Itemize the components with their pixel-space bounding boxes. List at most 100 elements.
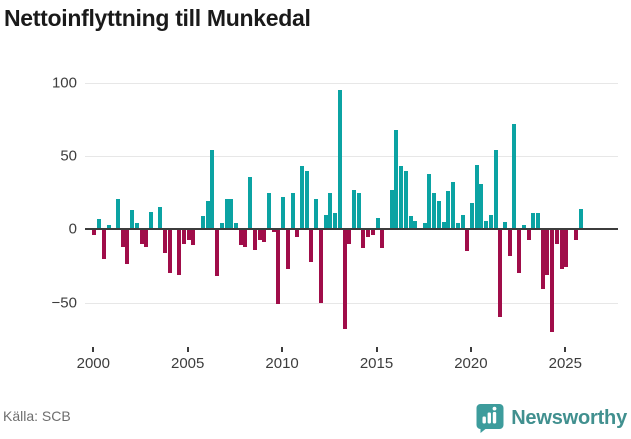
bar-2025-q4: [578, 208, 583, 230]
bar-2015-q1: [375, 217, 380, 230]
bar-2014-q4: [370, 229, 375, 236]
bar-2002-q1: [130, 210, 135, 230]
bar-2017-q3: [422, 223, 427, 230]
bar-2024-q4: [559, 229, 564, 269]
bar-2014-q1: [356, 192, 361, 230]
bar-2011-q3: [309, 229, 314, 262]
bar-2005-q2: [191, 229, 196, 246]
bar-2019-q2: [455, 223, 460, 230]
x-axis-label-2000: 2000: [76, 355, 110, 372]
bar-2004-q1: [167, 229, 172, 274]
y-axis-label-50: 50: [60, 147, 77, 165]
bar-2015-q4: [389, 189, 394, 230]
bar-2000-q4: [106, 224, 111, 230]
newsworthy-logo: Newsworthy: [476, 403, 627, 433]
bar-2008-q4: [257, 229, 262, 240]
bar-2019-q1: [451, 182, 455, 230]
gridline-y100: [85, 82, 618, 84]
bar-2007-q3: [233, 223, 238, 230]
y-axis-label-0: 0: [68, 220, 77, 238]
bar-2024-q3: [554, 229, 559, 244]
bar-2004-q3: [177, 229, 182, 275]
bar-2005-q4: [200, 216, 205, 230]
bar-2002-q3: [139, 229, 144, 244]
bar-2007-q2: [229, 198, 234, 230]
bar-2020-q2: [474, 164, 479, 230]
bar-2017-q4: [427, 173, 432, 230]
bar-2012-q4: [333, 213, 337, 230]
gridline-y50: [85, 155, 618, 157]
bar-2018-q1: [432, 192, 437, 230]
bar-2015-q2: [380, 229, 385, 249]
x-axis-tick-2025: [564, 347, 567, 352]
bar-2018-q3: [441, 222, 446, 230]
bar-2011-q2: [304, 170, 309, 230]
bar-2022-q4: [521, 224, 526, 230]
zero-axis-line: [85, 228, 618, 231]
bar-2009-q3: [271, 229, 276, 233]
bar-2010-q4: [295, 229, 300, 237]
bar-2004-q4: [182, 229, 186, 244]
bar-2007-q4: [238, 229, 243, 246]
bar-2006-q3: [215, 229, 219, 277]
bar-2013-q4: [351, 189, 356, 230]
bar-2002-q4: [144, 229, 149, 247]
bar-2012-q1: [318, 229, 323, 303]
bar-2013-q3: [347, 229, 352, 244]
bar-2013-q2: [342, 229, 347, 330]
bar-2021-q3: [498, 229, 503, 318]
bar-2011-q1: [300, 166, 304, 230]
bar-2001-q3: [120, 229, 125, 247]
bar-2016-q3: [403, 170, 408, 230]
bar-2020-q3: [479, 183, 484, 230]
bar-2009-q4: [276, 229, 281, 305]
bar-2020-q4: [484, 220, 489, 230]
y-axis-label-100: 100: [51, 74, 77, 91]
bar-2019-q3: [460, 214, 465, 230]
bar-2000-q2: [97, 219, 101, 230]
bar-2010-q2: [285, 229, 290, 269]
x-axis-label-2025: 2025: [548, 355, 582, 372]
x-axis-tick-2010: [281, 347, 284, 352]
bar-2000-q3: [101, 229, 106, 259]
bar-2008-q3: [252, 229, 257, 250]
gridline-y-50: [85, 302, 618, 304]
bar-2001-q2: [115, 198, 120, 230]
bar-2012-q3: [328, 192, 333, 230]
bar-2006-q1: [205, 201, 210, 230]
x-axis-label-2010: 2010: [265, 355, 299, 372]
bar-2019-q4: [465, 229, 470, 252]
bar-2022-q3: [517, 229, 522, 274]
bar-2021-q1: [488, 214, 493, 230]
bar-2022-q1: [507, 229, 512, 256]
bar-2003-q1: [148, 211, 153, 230]
bar-2016-q1: [394, 129, 399, 230]
bar-2009-q2: [266, 192, 271, 230]
bar-2017-q1: [413, 220, 418, 230]
newsworthy-wordmark: Newsworthy: [511, 406, 627, 429]
x-axis-tick-2000: [92, 347, 95, 352]
bar-2008-q2: [248, 176, 253, 230]
x-axis-tick-2020: [469, 347, 472, 352]
bar-2000-q1: [92, 229, 97, 236]
newsworthy-bubble-chart-icon: [476, 403, 504, 433]
bar-2014-q2: [361, 229, 366, 249]
bar-2020-q1: [469, 202, 474, 230]
bar-2025-q1: [564, 229, 569, 268]
bar-2009-q1: [262, 229, 267, 243]
bar-2006-q4: [219, 223, 224, 230]
bar-2016-q4: [408, 216, 413, 230]
bar-2005-q1: [186, 229, 191, 240]
bar-2011-q4: [314, 198, 319, 230]
bar-2012-q2: [323, 214, 328, 230]
bar-2023-q4: [540, 229, 545, 290]
x-axis-label-2020: 2020: [454, 355, 488, 372]
bar-2010-q1: [281, 197, 286, 230]
bar-2013-q1: [337, 89, 342, 230]
x-axis-tick-2005: [186, 347, 189, 352]
bar-2003-q3: [158, 207, 163, 230]
source-note: Källa: SCB: [3, 408, 71, 424]
bar-2003-q4: [163, 229, 168, 253]
bar-2022-q2: [512, 123, 517, 230]
